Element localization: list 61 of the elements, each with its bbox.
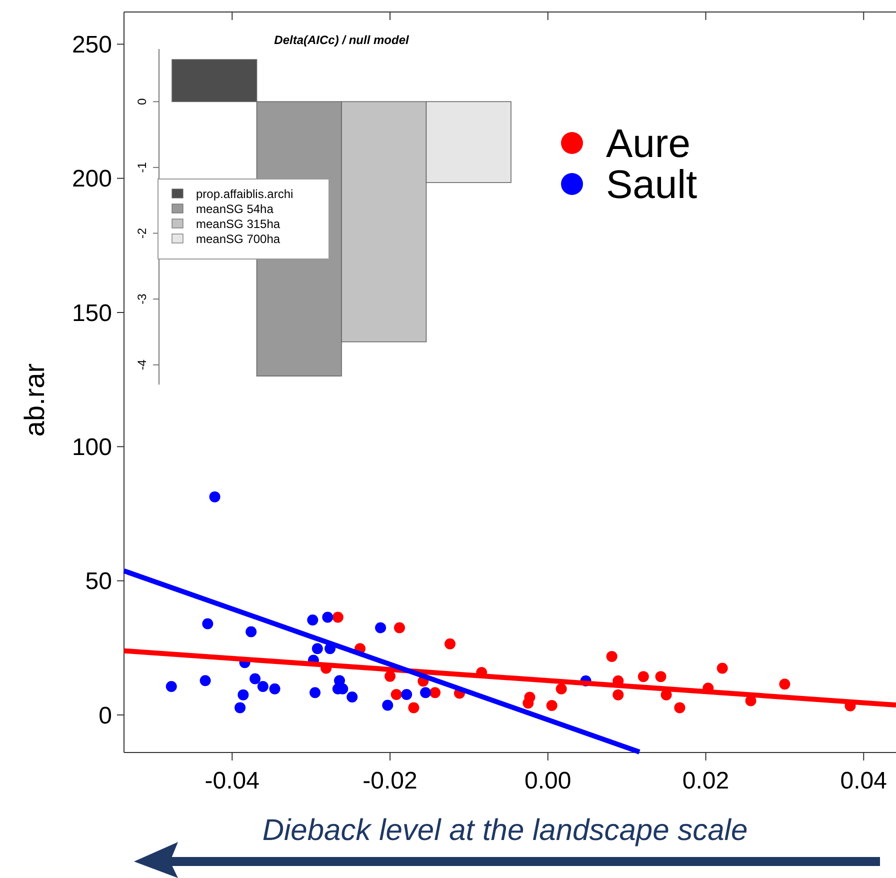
point	[382, 700, 394, 711]
point	[655, 671, 666, 682]
point	[346, 691, 358, 702]
point	[430, 687, 441, 698]
x-axis-title: Dieback level at the landscape scale	[262, 814, 748, 847]
point	[234, 702, 246, 714]
point	[612, 689, 624, 700]
point	[257, 681, 268, 692]
x-tick-label: -0.04	[204, 768, 260, 794]
legend-label: meanSG 54ha	[196, 202, 274, 216]
x-tick-label: 0.02	[682, 768, 730, 794]
y-tick-label: 150	[72, 300, 112, 327]
point	[332, 612, 344, 623]
y-tick-label: 50	[85, 568, 112, 596]
point	[166, 681, 177, 692]
y-tick-label: 100	[72, 434, 112, 462]
point	[394, 622, 405, 634]
y-axis-title: ab.rar	[19, 363, 50, 437]
point	[401, 689, 412, 700]
x-tick-label: 0.00	[524, 768, 572, 794]
point	[312, 643, 323, 654]
point	[307, 614, 318, 626]
legend-label: Aure	[606, 122, 690, 166]
y-tick-label: -3	[135, 293, 149, 304]
point	[375, 622, 386, 634]
point	[209, 491, 220, 502]
legend-label: meanSG 700ha	[196, 232, 280, 246]
point	[408, 702, 420, 714]
point	[269, 683, 280, 694]
y-tick-label: -1	[135, 162, 149, 173]
point	[420, 687, 432, 698]
point	[238, 689, 249, 700]
point	[202, 618, 214, 630]
legend-label: Sault	[606, 163, 698, 207]
y-tick-label: 0	[135, 98, 149, 105]
point	[556, 683, 567, 694]
point	[322, 612, 334, 623]
point	[200, 675, 211, 686]
y-tick-label: 250	[72, 32, 112, 59]
point	[384, 670, 396, 682]
y-tick-label: -4	[135, 359, 149, 370]
legend-label: meanSG 315ha	[196, 217, 280, 232]
x-tick-label: 0.04	[840, 768, 887, 794]
y-tick-label: 200	[72, 166, 112, 193]
point	[716, 662, 728, 674]
point	[522, 698, 534, 709]
point	[310, 687, 321, 698]
point	[444, 638, 456, 650]
point	[546, 700, 558, 712]
point	[246, 626, 257, 638]
point	[606, 650, 618, 662]
x-tick-label: -0.02	[362, 768, 418, 794]
point	[250, 673, 261, 684]
legend-label: prop.affaiblis.archi	[196, 187, 294, 202]
point	[779, 678, 790, 690]
y-tick-label: 0	[98, 702, 112, 730]
point	[390, 689, 402, 700]
point	[638, 671, 649, 682]
y-tick-label: -2	[135, 228, 149, 239]
chart-title: Delta(AICc) / null model	[274, 33, 410, 47]
point	[674, 702, 686, 714]
